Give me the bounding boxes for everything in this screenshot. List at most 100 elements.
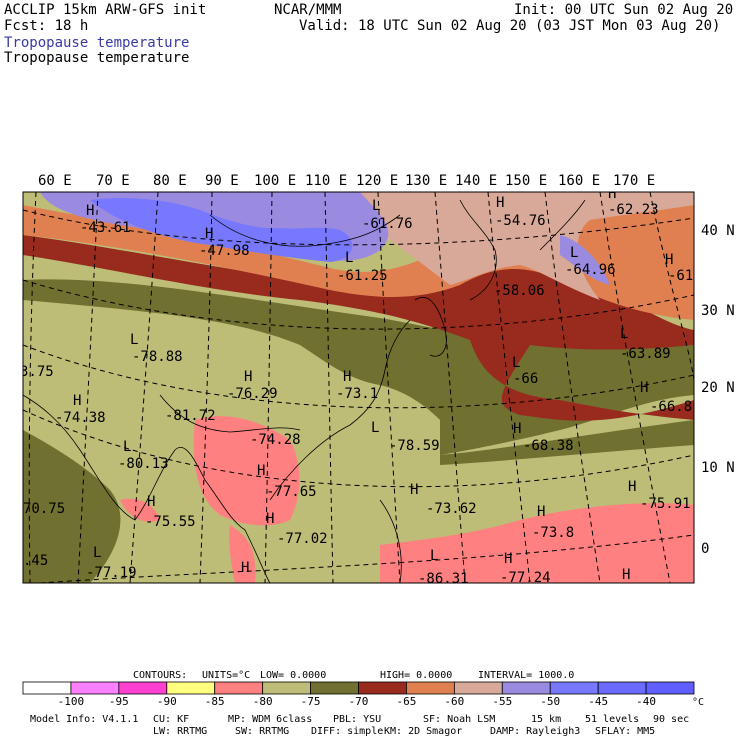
lon-label: 150 E: [505, 173, 547, 189]
contours-high: HIGH= 0.0000: [380, 670, 452, 681]
extrema-value: -61.25: [337, 268, 388, 284]
extrema-value: -66.8: [650, 399, 692, 415]
colorbar-tick-label: -90: [157, 695, 177, 708]
high-marker: H: [241, 560, 249, 576]
low-marker: L: [130, 332, 138, 348]
colorbar-tick-label: -65: [396, 695, 416, 708]
extrema-value: -80.13: [118, 456, 169, 472]
low-marker: L: [93, 545, 101, 561]
colorbar-swatch: [118, 681, 168, 695]
high-marker: H: [257, 463, 265, 479]
low-marker: L: [430, 548, 438, 564]
high-marker: H: [622, 567, 630, 583]
high-marker: H: [244, 369, 252, 385]
extrema-value: -61: [668, 268, 693, 284]
colorbar-tick-label: -55: [492, 695, 512, 708]
colorbar-tick-label: -45: [588, 695, 608, 708]
contours-low: LOW= 0.0000: [260, 670, 326, 681]
lon-label: 70 E: [96, 173, 130, 189]
low-marker: L: [345, 250, 353, 266]
high-marker: H: [266, 511, 274, 527]
colorbar-tick-label: -95: [109, 695, 129, 708]
extrema-value: -77.02: [277, 531, 328, 547]
colorbar-tick-label: -50: [540, 695, 560, 708]
high-marker: H: [640, 380, 648, 396]
high-marker: H: [608, 186, 616, 202]
field-title-blue: Tropopause temperature: [4, 35, 190, 51]
contours-units: UNITS=°C: [202, 670, 250, 681]
high-marker: H: [73, 393, 81, 409]
colorbar-unit-label: °C: [692, 697, 704, 708]
footer-cu: CU: KF: [153, 714, 189, 725]
footer-sf: SF: Noah LSM: [423, 714, 495, 725]
extrema-value: -61.76: [362, 216, 413, 232]
meridian-line: [199, 192, 213, 583]
coastlines: [23, 199, 586, 583]
extrema-value: -75.91: [640, 496, 691, 512]
extrema-value: -73.62: [426, 501, 477, 517]
extrema-value: -58.06: [494, 283, 545, 299]
graticule: [23, 192, 694, 583]
meridian-line: [77, 192, 99, 583]
colorbar-tick-label: -75: [301, 695, 321, 708]
parallel-line: [23, 409, 694, 488]
header-model-title: ACCLIP 15km ARW-GFS init: [4, 2, 207, 18]
extrema-value: -73.8: [532, 525, 574, 541]
high-marker: H: [147, 494, 155, 510]
extrema-value: -77.24: [500, 570, 551, 586]
colorbar-tick-label: -40: [636, 695, 656, 708]
footer-sw: SW: RRTMG: [235, 726, 289, 737]
lon-label: 160 E: [558, 173, 600, 189]
meridian-line: [264, 192, 273, 583]
header-forecast-hour: Fcst: 18 h: [4, 18, 89, 34]
extrema-value: -64.96: [565, 262, 616, 278]
extrema-value: .45: [23, 553, 48, 569]
extrema-value: -78.88: [132, 349, 183, 365]
map-frame: [22, 191, 695, 584]
extrema-value: -74.38: [55, 410, 106, 426]
lat-label: 20 N: [701, 380, 735, 396]
extrema-value: -63.89: [620, 346, 671, 362]
high-marker: H: [665, 252, 673, 268]
low-marker: L: [123, 439, 131, 455]
low-marker: L: [371, 420, 379, 436]
lat-label: 0: [701, 541, 709, 557]
extrema-value: -62.23: [608, 202, 659, 218]
field-title-black: Tropopause temperature: [4, 50, 190, 66]
parallel-line: [23, 209, 694, 246]
high-marker: H: [410, 482, 418, 498]
extrema-value: -73.1: [336, 386, 378, 402]
colorbar-swatch: [310, 681, 359, 695]
contours-interval: INTERVAL= 1000.0: [478, 670, 574, 681]
low-marker: L: [620, 326, 628, 342]
high-marker: H: [343, 369, 351, 385]
lon-label: 60 E: [38, 173, 72, 189]
footer-pbl: PBL: YSU: [333, 714, 381, 725]
lon-label: 140 E: [455, 173, 497, 189]
extrema-value: -77.19: [86, 565, 137, 581]
parallel-line: [23, 344, 694, 409]
lon-label: 90 E: [205, 173, 239, 189]
meridian-line: [324, 192, 334, 583]
lon-label: 120 E: [356, 173, 398, 189]
colorbar-swatch: [262, 681, 311, 695]
colorbar-swatch: [597, 681, 647, 695]
high-marker: H: [205, 226, 213, 242]
extrema-labels: H -43.61 H -47.98 L -61.76 L -61.25 H -5…: [20, 186, 693, 586]
footer-model-info: Model Info: V4.1.1: [30, 714, 138, 725]
extrema-value: -76.29: [227, 386, 278, 402]
header-valid-time: Valid: 18 UTC Sun 02 Aug 20 (03 JST Mon …: [299, 18, 721, 34]
colorbar-tick-label: -85: [205, 695, 225, 708]
extrema-value: -47.98: [199, 243, 250, 259]
footer-resolution: 15 km: [531, 714, 561, 725]
meridian-line: [377, 192, 401, 583]
lat-label: 30 N: [701, 303, 735, 319]
lon-label: 100 E: [254, 173, 296, 189]
colorbar-swatch: [166, 681, 216, 695]
colorbar-swatch: [549, 681, 599, 695]
lon-label: 110 E: [305, 173, 347, 189]
high-marker: H: [504, 551, 512, 567]
extrema-value: 3.75: [20, 364, 54, 380]
high-marker: H: [513, 421, 521, 437]
extrema-value: -78.59: [389, 438, 440, 454]
